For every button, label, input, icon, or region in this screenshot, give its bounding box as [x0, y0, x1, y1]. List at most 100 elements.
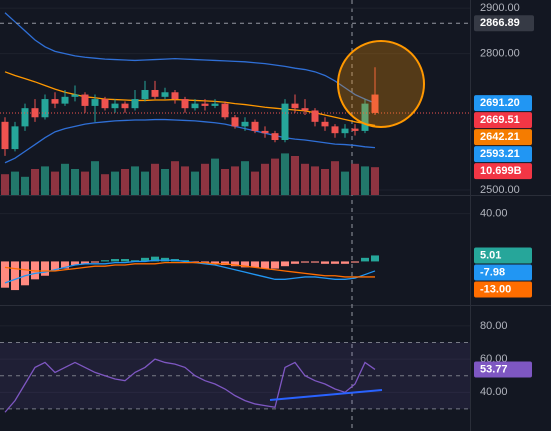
histogram-bar — [331, 261, 339, 264]
volume-bar — [31, 169, 39, 195]
histogram-bar — [351, 261, 359, 263]
volume-bar — [161, 169, 169, 195]
histogram-bar — [121, 259, 129, 262]
volume-bar — [281, 153, 289, 195]
volume-bar — [121, 169, 129, 195]
candle-body — [181, 99, 189, 109]
candle-body — [31, 108, 39, 118]
histogram-bar — [1, 261, 9, 288]
histogram-bar — [51, 261, 59, 271]
candle-body — [171, 92, 179, 100]
candle-body — [41, 99, 49, 118]
candle-body — [81, 94, 89, 106]
crosshair-label: 2866.89 — [480, 17, 520, 29]
volume-bar — [41, 166, 49, 195]
candle-body — [241, 121, 249, 127]
histogram-bar — [271, 261, 279, 269]
candle-body — [341, 128, 349, 134]
histogram-bar — [241, 261, 249, 268]
candle-body — [291, 103, 299, 109]
histogram-bar — [11, 261, 19, 291]
indicator-line — [4, 118, 376, 164]
price-badge-label: -7.98 — [480, 266, 505, 278]
price-badge-label: 2642.21 — [480, 131, 520, 143]
candle-body — [61, 96, 69, 104]
histogram-bar — [211, 261, 219, 264]
candle-body — [151, 90, 159, 97]
price-badge-label: 2669.51 — [480, 114, 520, 126]
y-tick-label: 2900.00 — [480, 2, 520, 14]
price-badge-label: 5.01 — [480, 249, 501, 261]
volume-bar — [321, 169, 329, 195]
price-badge-label: -13.00 — [480, 283, 511, 295]
candle-body — [261, 130, 269, 134]
candle-body — [141, 90, 149, 100]
candle-body — [371, 94, 379, 113]
candle-body — [161, 92, 169, 97]
volume-bar — [151, 163, 159, 195]
volume-bar — [71, 169, 79, 195]
histogram-bar — [321, 261, 329, 264]
y-tick-label: 2800.00 — [480, 48, 520, 60]
histogram-bar — [21, 261, 29, 286]
volume-bar — [211, 158, 219, 195]
candle-body — [1, 121, 9, 150]
volume-bar — [81, 171, 89, 195]
candle-body — [71, 94, 79, 97]
candle-body — [331, 126, 339, 134]
histogram-bar — [261, 261, 269, 269]
volume-bar — [231, 166, 239, 195]
volume-bar — [21, 176, 29, 195]
candle-body — [301, 108, 309, 111]
volume-bar — [181, 166, 189, 195]
price-badge-label: 10.699B — [480, 165, 522, 177]
y-tick-label: 2500.00 — [480, 184, 520, 196]
indicator-line — [4, 261, 375, 278]
price-badge — [474, 361, 532, 378]
volume-bar — [191, 171, 199, 195]
volume-bar — [361, 166, 369, 195]
price-badge — [474, 163, 532, 180]
price-badge — [474, 264, 532, 281]
histogram-bar — [291, 261, 299, 264]
volume-bar — [271, 158, 279, 195]
histogram-bar — [71, 261, 79, 266]
candle-body — [21, 108, 29, 127]
histogram-bar — [361, 257, 369, 262]
volume-bar — [311, 166, 319, 195]
indicator-line — [4, 358, 376, 413]
histogram-bar — [231, 261, 239, 267]
y-tick-label: 40.00 — [480, 208, 508, 220]
price-badge — [474, 112, 532, 129]
volume-bar — [61, 163, 69, 195]
price-badge — [474, 129, 532, 146]
volume-bar — [291, 156, 299, 195]
plot-layer: 2900.00 2800.00 2500.00 2866.89 2691.20 2669.… — [0, 2, 534, 413]
volume-bar — [51, 171, 59, 195]
candle-body — [111, 103, 119, 109]
volume-bar — [331, 161, 339, 195]
volume-bar — [141, 171, 149, 195]
volume-bar — [11, 171, 19, 195]
volume-bar — [91, 161, 99, 195]
candle-body — [121, 103, 129, 109]
volume-bar — [341, 171, 349, 195]
candle-body — [131, 99, 139, 109]
y-tick-label: 40.00 — [480, 386, 508, 398]
candle-body — [231, 117, 239, 127]
price-badge-label: 2691.20 — [480, 97, 520, 109]
y-tick-label: 80.00 — [480, 320, 508, 332]
candle-body — [271, 133, 279, 140]
volume-bar — [241, 161, 249, 195]
price-badge — [474, 247, 532, 264]
candle-body — [11, 126, 19, 150]
divergence-line — [269, 389, 383, 401]
volume-bar — [261, 163, 269, 195]
histogram-bar — [371, 255, 379, 262]
histogram-bar — [101, 260, 109, 262]
histogram-bar — [251, 261, 259, 268]
price-badge — [474, 95, 532, 112]
histogram-bar — [151, 256, 159, 262]
candle-body — [281, 103, 289, 140]
